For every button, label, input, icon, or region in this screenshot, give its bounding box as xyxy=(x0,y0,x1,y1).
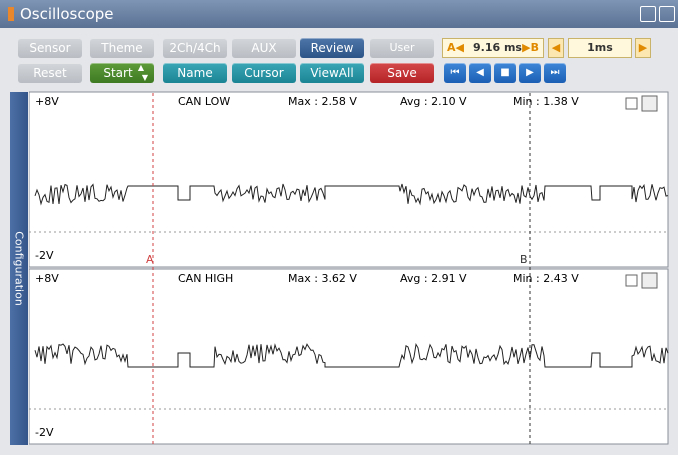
toolbar-button[interactable]: Cursor xyxy=(232,63,296,83)
channel-min: Min : 1.38 V xyxy=(513,95,579,108)
channel-min: Min : 2.43 V xyxy=(513,272,579,285)
toolbar-button[interactable]: ViewAll xyxy=(300,63,364,83)
channel-toggle[interactable] xyxy=(625,274,638,287)
title-bar: Oscilloscope xyxy=(0,0,678,28)
toolbar-button[interactable]: AUX xyxy=(232,38,296,58)
toolbar-button[interactable]: User Setting xyxy=(370,38,434,74)
channel-bottom: -2V xyxy=(35,249,54,262)
toolbar-button[interactable]: Start ▲ ▼ xyxy=(90,63,154,83)
channel-toggle[interactable] xyxy=(625,97,638,110)
time-cursor: 9.16 ms xyxy=(473,41,522,54)
playback-button[interactable]: ◀ xyxy=(469,63,491,83)
toolbar-button[interactable]: Sensor xyxy=(18,38,82,58)
menu-button[interactable] xyxy=(659,6,675,22)
channel-name: CAN HIGH xyxy=(178,272,233,285)
channel-top: +8V xyxy=(35,272,59,285)
playback-button[interactable]: ■ xyxy=(494,63,516,83)
channel-top: +8V xyxy=(35,95,59,108)
cursor-a-label: A◀ xyxy=(447,41,464,54)
toolbar-button[interactable]: Name xyxy=(163,63,227,83)
plot-area: +8V CAN LOW Max : 2.58 V Avg : 2.10 V Min : … xyxy=(29,91,669,446)
channel-max: Max : 3.62 V xyxy=(288,272,357,285)
playback-button[interactable]: ⏭ xyxy=(544,63,566,83)
time-div-up[interactable]: ▶ xyxy=(635,38,651,58)
toolbar-button[interactable]: Reset xyxy=(18,63,82,83)
cursor-b-marker: B xyxy=(520,253,528,266)
channel-avg: Avg : 2.10 V xyxy=(400,95,467,108)
channel-expand[interactable] xyxy=(641,272,658,289)
time-div: 1ms xyxy=(568,38,632,58)
channel-max: Max : 2.58 V xyxy=(288,95,357,108)
time-div-down[interactable]: ◀ xyxy=(548,38,564,58)
channel-panel xyxy=(29,91,669,268)
channel-name: CAN LOW xyxy=(178,95,230,108)
cursor-a-marker: A xyxy=(146,253,154,266)
spin-arrows: ▲ ▼ xyxy=(137,63,148,82)
channel-expand[interactable] xyxy=(641,95,658,112)
waveform xyxy=(34,183,669,206)
sidebar-label: Configuration xyxy=(12,231,26,306)
time-cursor-box: A◀ 9.16 ms ▶B xyxy=(442,38,544,58)
app-icon xyxy=(8,7,14,21)
toolbar-button[interactable]: Theme xyxy=(90,38,154,58)
toolbar-button[interactable]: Save xyxy=(370,63,434,83)
channel-avg: Avg : 2.91 V xyxy=(400,272,467,285)
playback-button[interactable]: ▶ xyxy=(519,63,541,83)
channel-panel xyxy=(29,268,669,445)
restore-button[interactable] xyxy=(640,6,656,22)
sidebar[interactable]: Configuration xyxy=(10,92,28,445)
playback-button[interactable]: ⏮ xyxy=(444,63,466,83)
channel-bottom: -2V xyxy=(35,426,54,439)
toolbar-button[interactable]: Review xyxy=(300,38,364,58)
waveform xyxy=(34,342,669,368)
cursor-b-label: ▶B xyxy=(522,41,539,54)
toolbar-button[interactable]: 2Ch/4Ch xyxy=(163,38,227,58)
window-title: Oscilloscope xyxy=(20,5,114,23)
